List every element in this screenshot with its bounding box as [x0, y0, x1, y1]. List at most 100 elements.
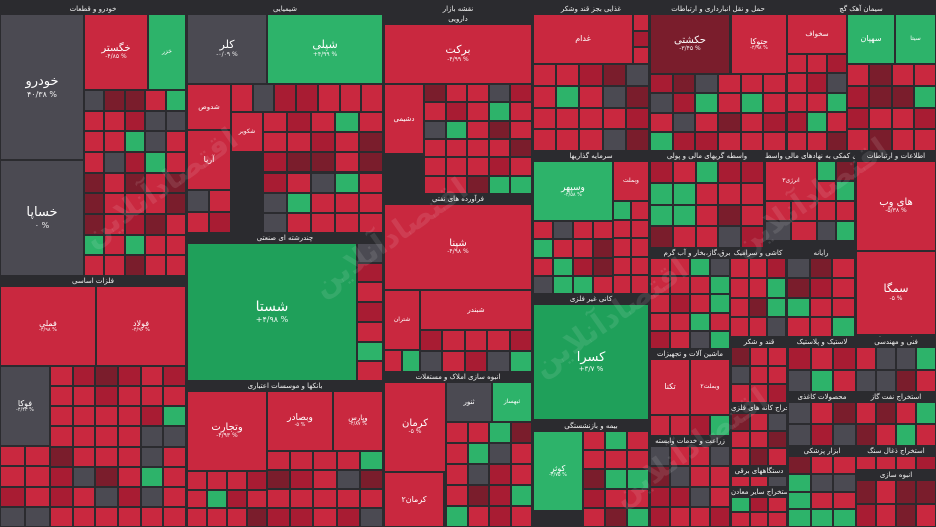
stock-tile-small[interactable] [489, 506, 511, 527]
stock-tile-small[interactable] [631, 201, 649, 220]
stock-tile-small[interactable] [187, 190, 209, 212]
stock-tile-small[interactable] [593, 257, 613, 276]
stock-tile-small[interactable] [553, 257, 573, 276]
stock-tile-small[interactable] [788, 424, 811, 446]
stock-tile-small[interactable] [625, 129, 649, 151]
stock-tile-small[interactable] [763, 131, 786, 151]
stock-tile-small[interactable] [650, 466, 670, 487]
stock-tile-small[interactable] [741, 161, 764, 183]
stock-tile-small[interactable] [650, 506, 670, 527]
stock-tile-small[interactable] [445, 84, 468, 103]
stock-tile-small[interactable] [833, 456, 856, 474]
stock-tile-small[interactable] [72, 486, 96, 507]
stock-tile[interactable]: خساپا ۰ % [0, 160, 84, 276]
stock-tile-small[interactable] [730, 277, 749, 298]
stock-tile-small[interactable] [916, 480, 936, 504]
stock-tile-small[interactable] [787, 92, 807, 113]
stock-tile-small[interactable] [583, 431, 605, 451]
stock-tile-small[interactable] [833, 509, 856, 527]
stock-tile-small[interactable] [533, 129, 557, 151]
stock-tile-small[interactable] [896, 503, 916, 527]
stock-tile-small[interactable] [896, 347, 916, 370]
stock-tile-small[interactable] [145, 152, 166, 173]
stock-tile[interactable]: کوثر -۴/۷۵ % [533, 431, 583, 511]
stock-tile-small[interactable] [145, 214, 166, 235]
stock-tile-small[interactable] [311, 132, 335, 153]
stock-tile-small[interactable] [487, 351, 510, 372]
stock-tile-small[interactable] [556, 85, 580, 108]
stock-tile-small[interactable] [263, 112, 287, 133]
stock-tile-small[interactable] [124, 255, 146, 276]
stock-tile[interactable]: کرمان -۵ % [384, 382, 446, 472]
stock-tile-small[interactable] [445, 139, 468, 158]
stock-tile-small[interactable] [290, 470, 314, 489]
stock-tile-small[interactable] [165, 234, 186, 256]
stock-tile-small[interactable] [556, 129, 580, 151]
stock-tile-small[interactable] [741, 204, 764, 227]
stock-tile-small[interactable] [510, 506, 532, 527]
stock-tile-small[interactable] [287, 112, 311, 133]
stock-tile[interactable]: خودرو ۴۰/۳۸ % [0, 14, 84, 160]
stock-tile-small[interactable] [836, 201, 855, 221]
stock-tile-small[interactable] [740, 93, 764, 113]
stock-tile-small[interactable] [810, 473, 834, 492]
stock-tile-small[interactable] [695, 131, 718, 151]
stock-tile-small[interactable] [832, 297, 855, 318]
stock-tile-small[interactable] [876, 369, 896, 392]
stock-tile-small[interactable] [731, 413, 750, 431]
stock-tile-small[interactable] [359, 451, 383, 470]
stock-tile-small[interactable] [896, 369, 916, 392]
stock-tile-small[interactable] [118, 466, 141, 487]
stock-tile-small[interactable] [690, 294, 710, 313]
stock-tile-small[interactable] [836, 221, 855, 241]
stock-tile-small[interactable] [359, 152, 383, 173]
stock-tile-small[interactable] [583, 469, 605, 489]
stock-tile-small[interactable] [124, 152, 146, 173]
stock-tile-small[interactable] [650, 294, 670, 313]
stock-tile-small[interactable] [627, 431, 649, 451]
stock-tile-small[interactable] [118, 386, 141, 407]
stock-tile-small[interactable] [140, 426, 164, 447]
stock-tile-small[interactable] [50, 506, 73, 527]
stock-tile-small[interactable] [672, 226, 696, 248]
stock-tile-small[interactable] [124, 214, 146, 235]
stock-tile-small[interactable] [124, 110, 146, 132]
stock-tile-small[interactable] [140, 366, 164, 387]
stock-tile-small[interactable] [357, 361, 383, 381]
stock-tile-small[interactable] [165, 131, 186, 152]
stock-tile[interactable]: شتران [384, 290, 420, 350]
stock-tile-small[interactable] [163, 446, 186, 467]
stock-tile-small[interactable] [731, 430, 750, 449]
stock-tile-small[interactable] [72, 386, 96, 407]
stock-tile-small[interactable] [509, 351, 532, 372]
stock-tile-small[interactable] [787, 277, 810, 298]
stock-tile-small[interactable] [650, 131, 673, 151]
stock-tile-small[interactable] [913, 64, 936, 86]
stock-tile-small[interactable] [124, 193, 146, 214]
stock-tile-small[interactable] [788, 369, 811, 392]
stock-tile-small[interactable] [263, 132, 287, 153]
stock-tile-small[interactable] [165, 255, 186, 276]
stock-tile-small[interactable] [247, 508, 267, 527]
stock-tile-small[interactable] [207, 508, 227, 527]
stock-tile-small[interactable] [104, 110, 125, 132]
stock-tile-small[interactable] [163, 426, 186, 447]
stock-tile[interactable]: فولاد -۴/۹۶ % [96, 286, 186, 366]
stock-tile-small[interactable] [876, 347, 896, 370]
stock-tile-small[interactable] [442, 330, 465, 351]
stock-tile-small[interactable] [84, 152, 105, 173]
stock-tile-small[interactable] [424, 120, 446, 139]
stock-tile-small[interactable] [488, 175, 511, 194]
stock-tile-small[interactable] [313, 508, 337, 527]
stock-tile-small[interactable] [140, 466, 164, 487]
stock-tile-small[interactable] [187, 471, 207, 490]
stock-tile-small[interactable] [424, 157, 446, 176]
stock-tile-small[interactable] [359, 470, 383, 489]
stock-tile-small[interactable] [731, 476, 750, 487]
stock-tile-small[interactable] [420, 351, 443, 372]
stock-tile-small[interactable] [856, 369, 876, 392]
stock-tile-small[interactable] [670, 415, 690, 436]
stock-tile-small[interactable] [670, 330, 690, 349]
stock-tile-small[interactable] [876, 402, 896, 424]
stock-tile-small[interactable] [313, 489, 337, 508]
